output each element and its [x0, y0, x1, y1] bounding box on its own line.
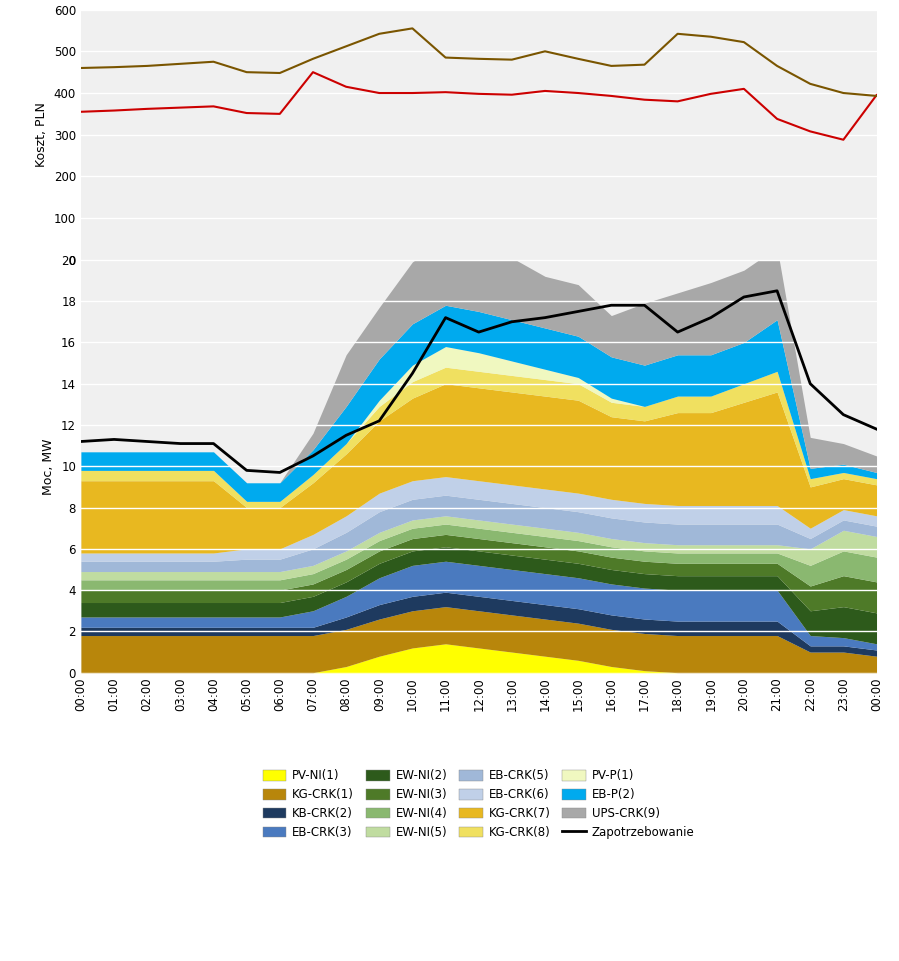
- Zapotrzebowanie: [76, 435, 86, 447]
- Zapotrzebowanie: [506, 316, 517, 328]
- Zapotrzebowanie: [274, 467, 285, 479]
- Y-axis label: Moc, MW: Moc, MW: [42, 438, 56, 495]
- Zapotrzebowanie: [706, 312, 717, 324]
- Zapotrzebowanie: [142, 435, 153, 447]
- Zapotrzebowanie: [208, 438, 219, 450]
- Y-axis label: Koszt, PLN: Koszt, PLN: [35, 102, 49, 167]
- Zapotrzebowanie: [805, 378, 815, 389]
- Legend: PV-NI(1), KG-CRK(1), KB-CRK(2), EB-CRK(3), EW-NI(2), EW-NI(3), EW-NI(4), EW-NI(5: PV-NI(1), KG-CRK(1), KB-CRK(2), EB-CRK(3…: [263, 770, 695, 839]
- Zapotrzebowanie: [241, 464, 252, 476]
- Zapotrzebowanie: [573, 306, 583, 317]
- Zapotrzebowanie: [441, 312, 451, 324]
- Zapotrzebowanie: [374, 415, 385, 427]
- Legend: Koszt wytwarzania, Koszt dostawy: Koszt wytwarzania, Koszt dostawy: [204, 260, 514, 283]
- Zapotrzebowanie: [606, 300, 617, 311]
- Zapotrzebowanie: [109, 433, 120, 445]
- Line: Zapotrzebowanie: Zapotrzebowanie: [81, 291, 877, 473]
- Zapotrzebowanie: [672, 327, 683, 338]
- Zapotrzebowanie: [175, 438, 186, 450]
- Zapotrzebowanie: [639, 300, 650, 311]
- Zapotrzebowanie: [871, 424, 882, 435]
- Zapotrzebowanie: [473, 327, 484, 338]
- Zapotrzebowanie: [771, 285, 782, 297]
- Zapotrzebowanie: [838, 408, 849, 420]
- Zapotrzebowanie: [341, 430, 352, 441]
- Zapotrzebowanie: [307, 450, 318, 461]
- Zapotrzebowanie: [539, 312, 550, 324]
- Zapotrzebowanie: [738, 291, 749, 303]
- Zapotrzebowanie: [407, 368, 418, 380]
